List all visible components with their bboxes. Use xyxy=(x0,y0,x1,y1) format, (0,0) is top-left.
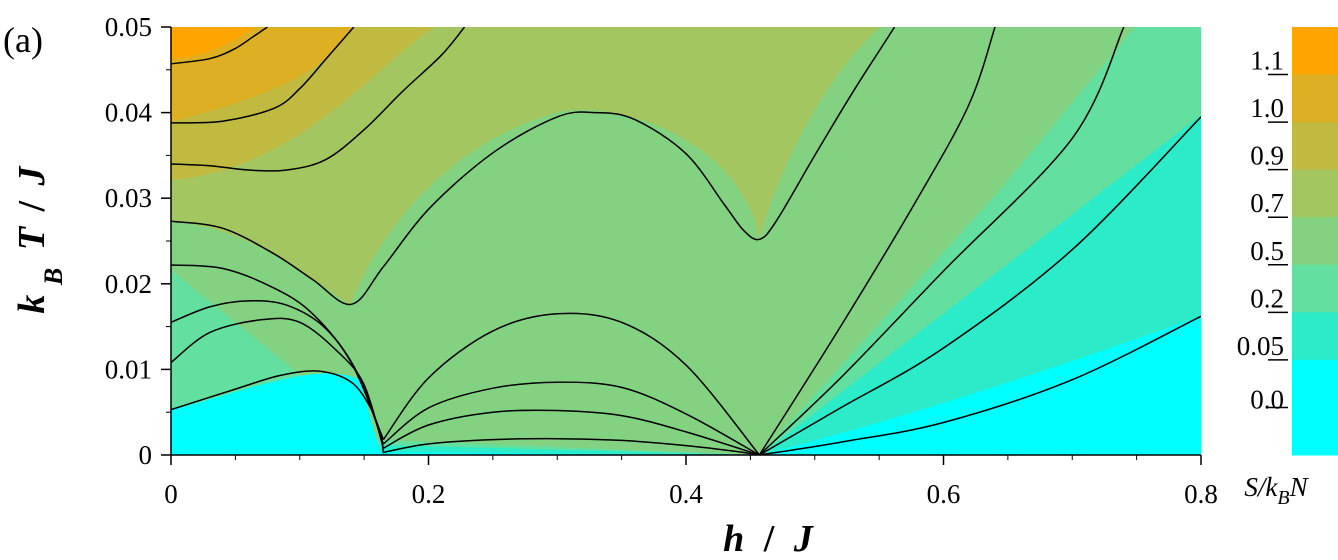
contour-lines xyxy=(171,27,1201,455)
colorbar-swatch xyxy=(1292,359,1338,408)
contour-line xyxy=(759,315,1201,455)
x-ticks: 0 0.2 0.4 0.6 0.8 xyxy=(164,455,1218,509)
colorbar-swatch xyxy=(1292,74,1338,123)
contour-line xyxy=(382,381,760,455)
colorbar-labels: 1.1 1.0 0.9 0.7 0.5 0.2 0.05 0.0 xyxy=(1237,46,1284,415)
y-axis-title: k B T / J xyxy=(11,165,71,313)
colorbar-label: 0.9 xyxy=(1250,141,1284,171)
band-level-1 xyxy=(171,115,1201,455)
y-tick-label: 0.04 xyxy=(105,98,153,128)
band-level-4 xyxy=(171,27,880,305)
colorbar-swatch xyxy=(1292,27,1338,76)
colorbar-title: S/kBN xyxy=(1244,472,1309,509)
colorbar-swatch xyxy=(1292,264,1338,313)
colorbar-swatch xyxy=(1292,122,1338,171)
band-level-6 xyxy=(171,27,355,122)
colorbar-swatch xyxy=(1292,169,1338,218)
colorbar-label: 0.05 xyxy=(1237,331,1284,361)
colorbar-swatch xyxy=(1292,407,1338,456)
plot-area xyxy=(171,27,1201,455)
x-tick-label: 0.6 xyxy=(927,479,961,509)
band-level-7 xyxy=(171,27,255,60)
x-tick-label: 0.2 xyxy=(412,479,446,509)
contour-line xyxy=(383,437,760,455)
y-ticks: 0 0.01 0.02 0.03 0.04 0.05 xyxy=(105,12,171,470)
colorbar-label: 0.0 xyxy=(1250,384,1284,414)
colorbar xyxy=(1268,27,1338,456)
panel-label: (a) xyxy=(3,20,43,60)
contour-line xyxy=(383,409,760,455)
contour-line xyxy=(759,116,1201,455)
contour-line xyxy=(171,27,896,306)
colorbar-label: 0.2 xyxy=(1250,283,1284,313)
colorbar-label: 0.5 xyxy=(1250,236,1284,266)
contour-line xyxy=(171,27,466,172)
y-tick-label: 0 xyxy=(139,440,153,470)
band-level-5 xyxy=(171,27,435,180)
colorbar-label: 1.1 xyxy=(1250,46,1284,76)
contour-line xyxy=(758,27,996,455)
band-level-0 xyxy=(171,316,1201,455)
y-tick-label: 0.03 xyxy=(105,183,152,213)
contour-line xyxy=(758,27,1125,455)
svg-text:k B T /: k B T / J xyxy=(11,165,71,313)
contour-line xyxy=(171,27,355,124)
contour-line xyxy=(382,312,760,455)
contour-line xyxy=(171,27,269,65)
colorbar-label: 0.7 xyxy=(1250,188,1284,218)
contour-line xyxy=(171,317,385,449)
y-tick-label: 0.01 xyxy=(105,354,152,384)
x-axis-title: h / J xyxy=(723,518,814,560)
y-tick-label: 0.05 xyxy=(105,12,152,42)
colorbar-label: 1.0 xyxy=(1250,93,1284,123)
x-tick-label: 0.4 xyxy=(669,479,703,509)
colorbar-swatch xyxy=(1292,217,1338,266)
colorbar-swatch xyxy=(1292,312,1338,361)
x-tick-label: 0.8 xyxy=(1184,479,1218,509)
x-tick-label: 0 xyxy=(164,479,178,509)
y-tick-label: 0.02 xyxy=(105,269,152,299)
contour-line xyxy=(171,264,385,440)
